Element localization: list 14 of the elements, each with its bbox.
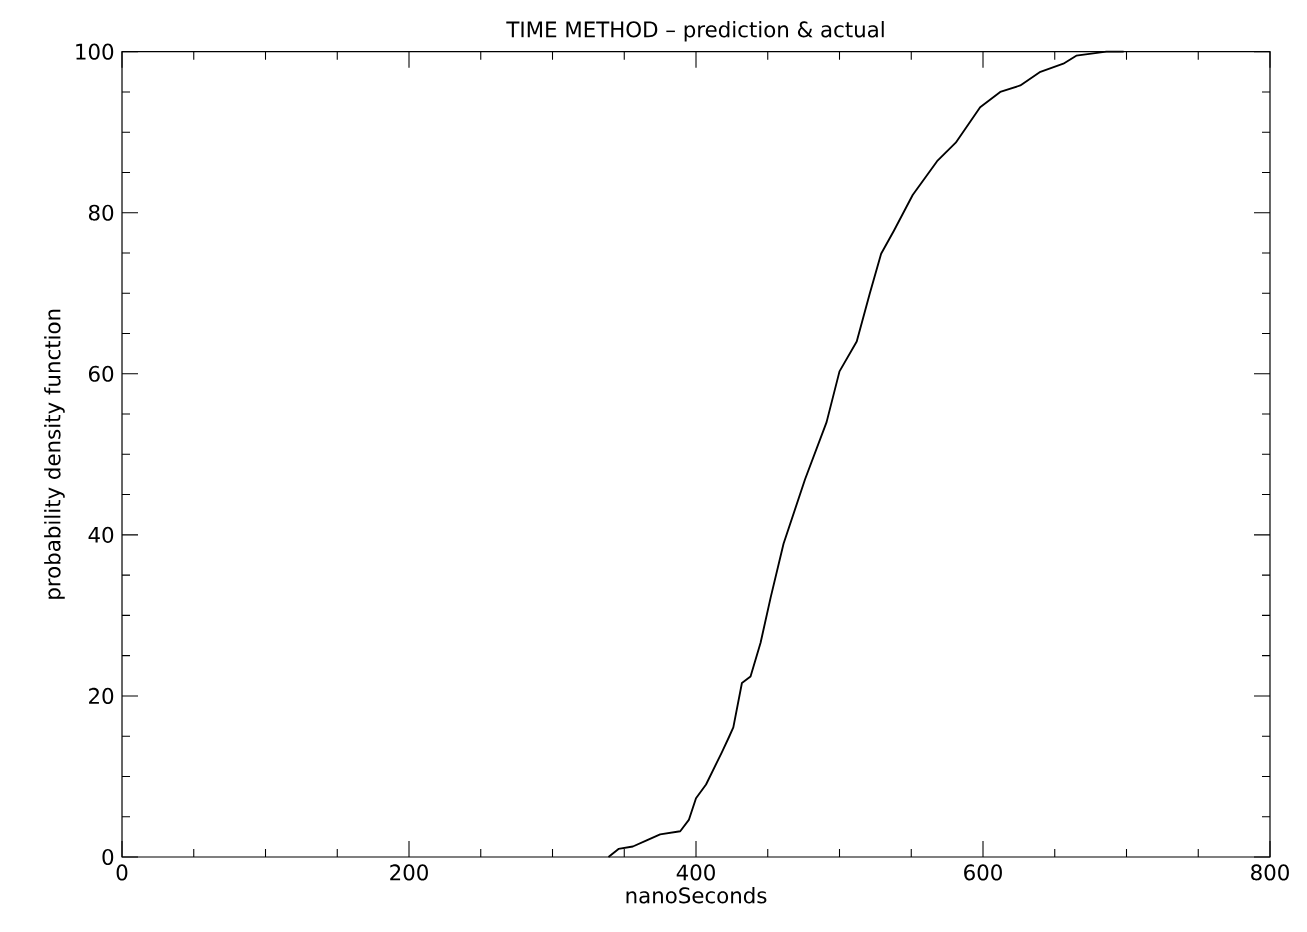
y-tick-label: 40: [88, 526, 114, 543]
x-axis-title: nanoSeconds: [626, 886, 767, 904]
y-tick-label: 0: [102, 848, 114, 866]
x-tick-label: 0: [116, 864, 128, 881]
x-tick-label: 200: [390, 864, 428, 881]
y-tick-label: 80: [88, 204, 114, 221]
x-tick-label: 400: [676, 864, 715, 881]
y-tick-label: 60: [88, 365, 114, 382]
chart-title: TIME METHOD – prediction & actual: [506, 20, 884, 42]
x-tick-label: 600: [964, 864, 1002, 881]
y-tick-label: 100: [76, 43, 114, 60]
y-axis-title: probability density function: [44, 309, 65, 599]
x-tick-label: 800: [1251, 864, 1289, 881]
y-tick-label: 20: [89, 687, 114, 704]
